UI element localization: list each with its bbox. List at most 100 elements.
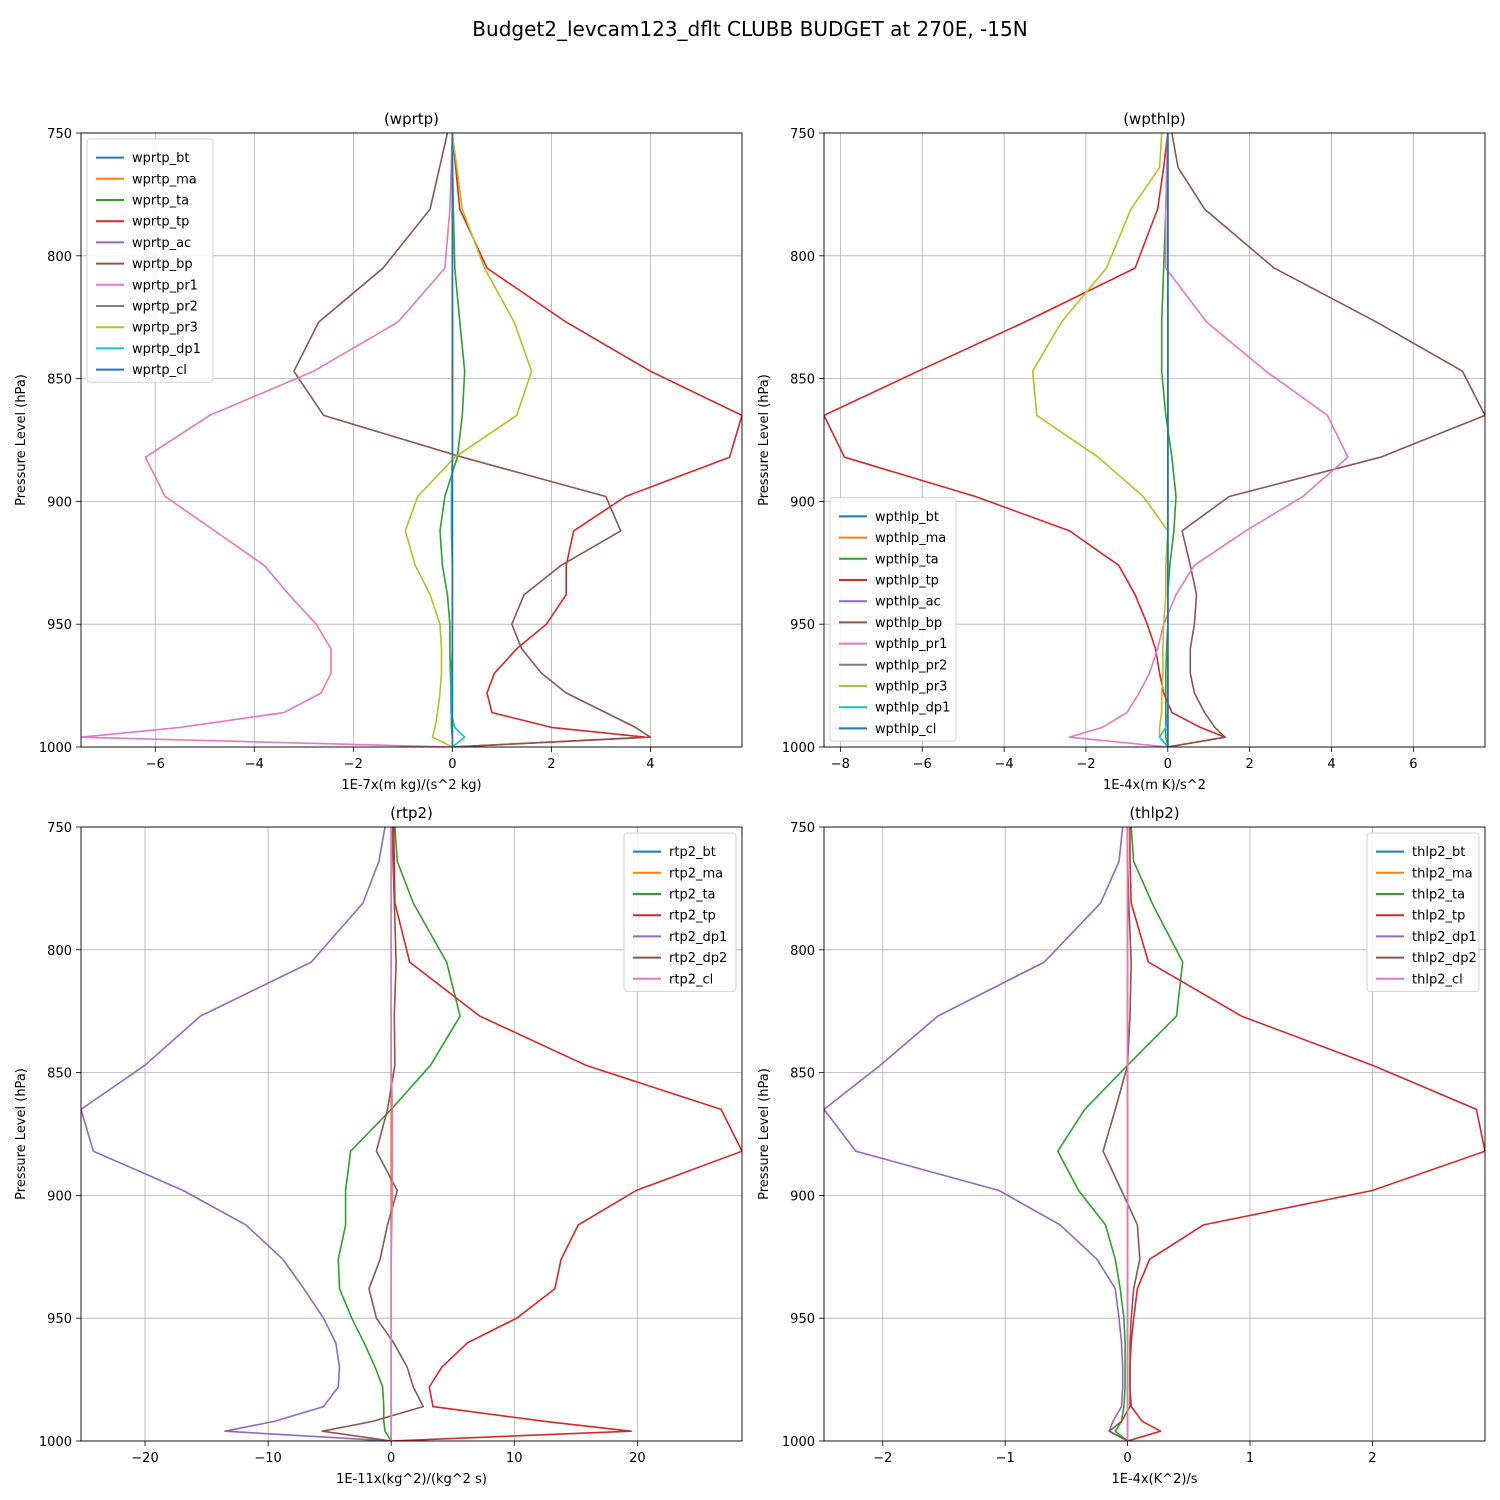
y-tick-label: 850 [790, 373, 815, 388]
legend-label: rtp2_dp1 [669, 930, 727, 945]
x-tick-label: 1 [1246, 1451, 1254, 1466]
x-tick-label: 10 [506, 1451, 523, 1466]
legend-label: wprtp_bt [132, 151, 189, 166]
x-axis-label: 1E-4x(m K)/s^2 [1103, 778, 1206, 793]
x-tick-label: −6 [146, 757, 165, 772]
legend-label: wpthlp_bt [875, 510, 939, 525]
axes-frame [80, 826, 743, 1442]
legend-label: rtp2_ma [669, 866, 723, 881]
legend: rtp2_bt rtp2_ma rtp2_ta rtp2_tp rtp2_dp1 rtp2… [623, 832, 737, 992]
y-tick-label: 800 [47, 250, 72, 265]
x-tick-label: 20 [629, 1451, 646, 1466]
y-tick-label: 800 [47, 944, 72, 959]
series-line-thlp2_ta [1057, 827, 1184, 1441]
legend-label: wpthlp_pr3 [875, 680, 947, 695]
legend-label: wpthlp_dp1 [875, 701, 950, 716]
y-tick-label: 950 [47, 1312, 72, 1327]
legend-label: rtp2_tp [669, 909, 716, 924]
panels-group: −6 −4 −2 0 2 47508008509009501000(wprtp)1E-7x… [14, 110, 1486, 1487]
legend-label: rtp2_dp2 [669, 951, 727, 966]
x-tick-label: 0 [387, 1451, 395, 1466]
legend-label: thlp2_cl [1412, 972, 1463, 987]
series-line-wpthlp_tp [824, 133, 1226, 747]
x-tick-label: 0 [1164, 757, 1172, 772]
legend-label: thlp2_ta [1412, 888, 1465, 903]
legend-label: wprtp_pr3 [132, 321, 198, 336]
legend-label: wpthlp_tp [875, 574, 939, 589]
axes-frame [823, 826, 1486, 1442]
series-line-thlp2_dp1 [824, 827, 1128, 1441]
panel-title: (wpthlp) [1123, 110, 1186, 128]
y-tick-label: 900 [47, 1189, 72, 1204]
legend-label: wprtp_cl [132, 363, 187, 378]
x-tick-label: 4 [646, 757, 654, 772]
x-axis-label: 1E-4x(K^2)/s [1111, 1472, 1197, 1487]
y-tick-label: 1000 [782, 1435, 815, 1450]
series-line-thlp2_dp2 [1102, 827, 1141, 1441]
legend-label: wprtp_dp1 [132, 342, 201, 357]
y-tick-label: 750 [790, 821, 815, 836]
y-axis-label: Pressure Level (hPa) [14, 374, 29, 506]
series-line-rtp2_dp2 [321, 827, 425, 1441]
series-lines [824, 133, 1485, 747]
legend: wprtp_bt wprtp_ma wprtp_ta wprtp_tp wprtp_ac… [86, 138, 214, 383]
x-axis-label: 1E-7x(m kg)/(s^2 kg) [341, 778, 481, 793]
series-line-rtp2_tp [391, 827, 742, 1441]
y-tick-label: 750 [790, 127, 815, 142]
panel-title: (thlp2) [1129, 804, 1179, 822]
chart-panel-1: −8 −6 −4 −2 0 2 4 6 750 800 850 900 950 1000 (wpthlp) 1… [757, 110, 1486, 793]
legend-label: wpthlp_ta [875, 552, 939, 567]
x-tick-label: −2 [344, 757, 363, 772]
series-line-wpthlp_ta [1160, 133, 1177, 747]
legend-label: wpthlp_pr2 [875, 658, 947, 673]
axes-frame [823, 132, 1486, 748]
series-line-wpthlp_pr3 [1031, 133, 1169, 747]
y-tick-label: 850 [790, 1067, 815, 1082]
x-tick-label: −8 [831, 757, 850, 772]
legend-label: wprtp_ac [132, 236, 191, 251]
legend-label: thlp2_bt [1412, 845, 1465, 860]
figure-title: Budget2_levcam123_dflt CLUBB BUDGET at 2… [472, 17, 1027, 41]
x-tick-label: 6 [1409, 757, 1417, 772]
y-tick-label: 900 [47, 495, 72, 510]
legend: wpthlp_bt wpthlp_ma wpthlp_ta wpthlp_tpwpth… [829, 497, 957, 742]
x-tick-label: −4 [245, 757, 264, 772]
series-line-thlp2_tp [1127, 827, 1485, 1441]
x-tick-label: 0 [448, 757, 456, 772]
panel-title: (rtp2) [390, 804, 433, 822]
x-tick-label: 2 [1368, 1451, 1376, 1466]
series-line-wprtp_pr3 [404, 133, 533, 747]
x-tick-label: −4 [995, 757, 1014, 772]
y-tick-label: 1000 [782, 741, 815, 756]
legend-label: wprtp_ma [132, 172, 197, 187]
x-tick-label: −20 [131, 1451, 158, 1466]
y-axis-label: Pressure Level (hPa) [757, 374, 772, 506]
series-line-wpthlp_pr1 [1068, 133, 1349, 747]
series-line-rtp2_ta [337, 827, 461, 1441]
series-line-rtp2_dp1 [81, 827, 392, 1441]
legend: thlp2_bt thlp2_ma thlp2_ta thlp2_tp thlp2_dp… [1366, 832, 1480, 992]
y-tick-label: 1000 [39, 741, 72, 756]
legend-label: wprtp_pr2 [132, 300, 198, 315]
legend-label: wpthlp_bp [875, 616, 942, 631]
y-axis-label: Pressure Level (hPa) [14, 1068, 29, 1200]
axes-frame [80, 132, 743, 748]
x-tick-label: −6 [913, 757, 932, 772]
y-tick-label: 750 [47, 821, 72, 836]
x-tick-label: 0 [1123, 1451, 1131, 1466]
legend-label: wprtp_bp [132, 257, 193, 272]
series-line-wprtp_bp [293, 133, 652, 747]
legend-label: wprtp_tp [132, 215, 189, 230]
x-tick-label: 2 [547, 757, 555, 772]
series-lines [824, 827, 1485, 1441]
y-axis-label: Pressure Level (hPa) [757, 1068, 772, 1200]
y-tick-label: 800 [790, 944, 815, 959]
x-tick-label: −2 [1076, 757, 1095, 772]
y-tick-label: 850 [47, 1067, 72, 1082]
legend-label: thlp2_dp1 [1412, 930, 1477, 945]
x-axis-label: 1E-11x(kg^2)/(kg^2 s) [336, 1472, 487, 1487]
series-lines [81, 827, 742, 1441]
series-line-wprtp_tp [451, 133, 742, 747]
chart-panel-3: −2 −1 0 1 2 750 800 850 900 950 1000 (thlp2) 1E-4x(K… [757, 804, 1486, 1487]
